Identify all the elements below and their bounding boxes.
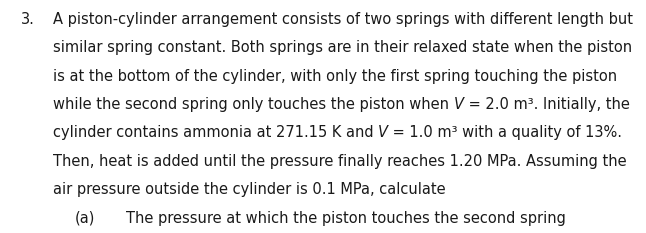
Text: air pressure outside the cylinder is 0.1 MPa, calculate: air pressure outside the cylinder is 0.1… — [53, 182, 446, 197]
Text: V: V — [453, 97, 464, 112]
Text: 3.: 3. — [21, 12, 34, 27]
Text: similar spring constant. Both springs are in their relaxed state when the piston: similar spring constant. Both springs ar… — [53, 40, 632, 55]
Text: (a): (a) — [74, 211, 95, 226]
Text: A piston-cylinder arrangement consists of two springs with different length but: A piston-cylinder arrangement consists o… — [53, 12, 633, 27]
Text: The pressure at which the piston touches the second spring: The pressure at which the piston touches… — [126, 211, 566, 226]
Text: Then, heat is added until the pressure finally reaches 1.20 MPa. Assuming the: Then, heat is added until the pressure f… — [53, 154, 627, 169]
Text: cylinder contains ammonia at 271.15 K and: cylinder contains ammonia at 271.15 K an… — [53, 125, 378, 140]
Text: is at the bottom of the cylinder, with only the first spring touching the piston: is at the bottom of the cylinder, with o… — [53, 69, 617, 83]
Text: V: V — [378, 125, 388, 140]
Text: = 2.0 m³. Initially, the: = 2.0 m³. Initially, the — [464, 97, 629, 112]
Text: while the second spring only touches the piston when: while the second spring only touches the… — [53, 97, 453, 112]
Text: = 1.0 m³ with a quality of 13%.: = 1.0 m³ with a quality of 13%. — [388, 125, 622, 140]
